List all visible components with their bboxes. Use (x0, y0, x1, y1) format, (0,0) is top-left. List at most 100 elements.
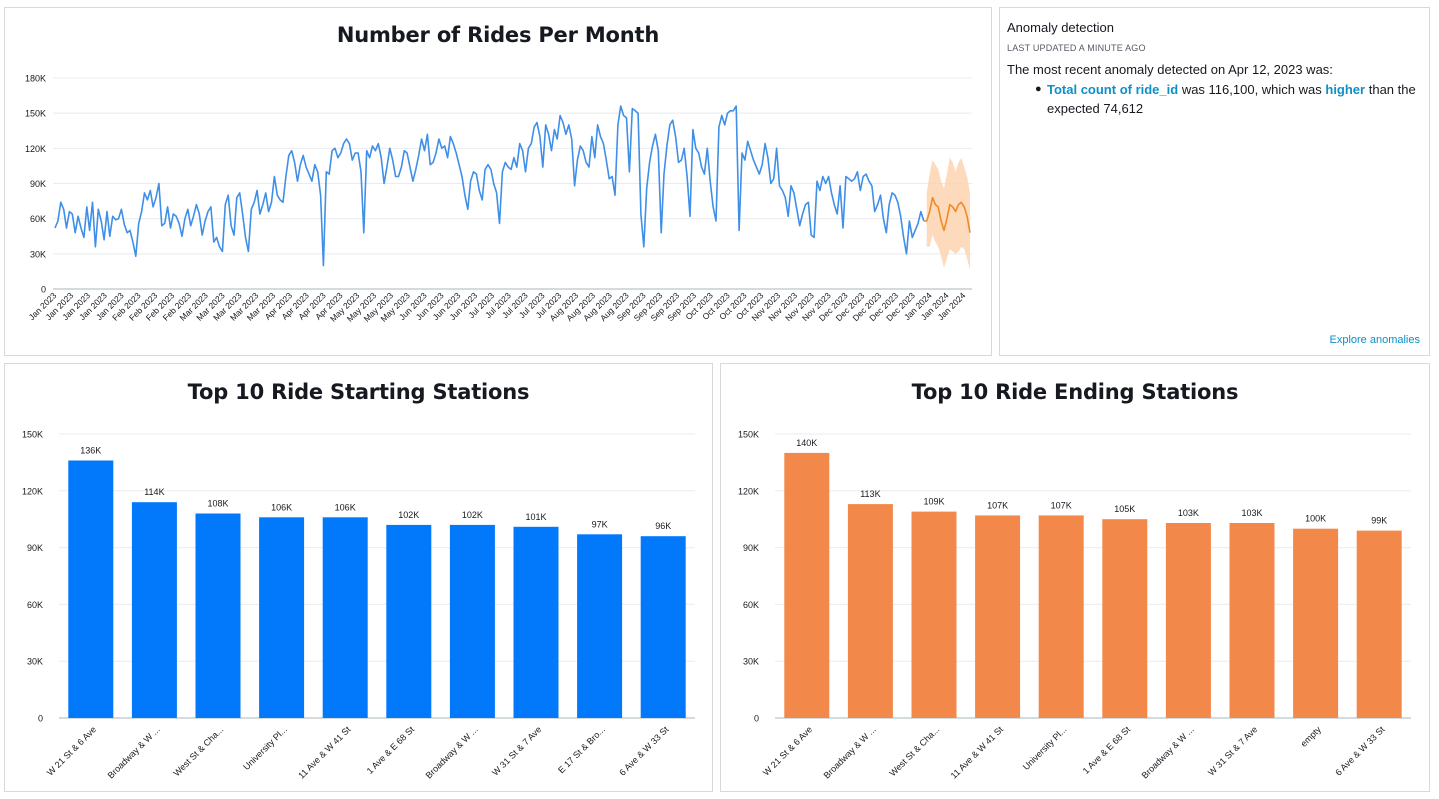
x-category-label: W 21 St & 6 Ave (761, 724, 814, 777)
anomaly-metric-link[interactable]: Total count of ride_id (1047, 82, 1179, 97)
bar[interactable] (847, 504, 893, 718)
x-category-label: University Pl... (241, 724, 289, 772)
x-category-label: Broadway & W ... (822, 724, 878, 780)
anomaly-detection-panel: Anomaly detection LAST UPDATED A MINUTE … (999, 7, 1430, 356)
y-tick-label: 120K (25, 144, 46, 154)
bar[interactable] (640, 536, 686, 718)
y-tick-label: 0 (41, 285, 46, 295)
x-category-label: Broadway & W ... (424, 724, 480, 780)
bar[interactable] (195, 513, 241, 719)
y-tick-label: 30K (27, 657, 43, 667)
bar-chart-starting[interactable]: 150K 120K 90K 60K 30K 0 136K W 21 St & 6 Ave 114… (5, 364, 713, 792)
y-tick-label: 90K (30, 179, 46, 189)
x-category-label: University Pl... (1021, 724, 1069, 772)
y-tick-label: 120K (738, 486, 759, 496)
x-category-label: W 31 St & 7 Ave (1206, 724, 1259, 777)
chart-title: Top 10 Ride Ending Stations (911, 380, 1239, 404)
x-category-label: Broadway & W ... (106, 724, 162, 780)
x-category-label: W 21 St & 6 Ave (45, 724, 98, 777)
bar[interactable] (1229, 523, 1275, 718)
explore-anomalies-link[interactable]: Explore anomalies (1329, 334, 1421, 346)
anomaly-updated: LAST UPDATED A MINUTE AGO (1007, 43, 1146, 53)
x-category-label: E 17 St & Bro... (556, 724, 607, 775)
bar[interactable] (1165, 523, 1211, 718)
y-tick-label: 150K (738, 430, 759, 440)
y-tick-label: 180K (25, 74, 46, 84)
anomaly-title: Anomaly detection (1007, 20, 1114, 35)
bar[interactable] (386, 524, 432, 718)
bar[interactable] (975, 515, 1021, 718)
bullet-icon: ● (1035, 83, 1042, 95)
y-tick-label: 60K (27, 600, 43, 610)
x-category-label: Broadway & W ... (1140, 724, 1196, 780)
bar[interactable] (1038, 515, 1084, 718)
bar-value-label: 97K (592, 519, 608, 529)
anomaly-description: The most recent anomaly detected on Apr … (1007, 60, 1423, 118)
x-category-label: West St & Cha... (171, 724, 225, 778)
y-tick-label: 30K (30, 249, 46, 259)
bar-chart-ending[interactable]: 150K 120K 90K 60K 30K 0 140K W 21 St & 6 Ave 113… (721, 364, 1430, 792)
bar-value-label: 113K (860, 489, 880, 499)
bar[interactable] (784, 452, 830, 718)
bar-value-label: 107K (987, 500, 1008, 510)
bar-value-label: 136K (80, 446, 101, 456)
y-tick-label: 150K (25, 109, 46, 119)
bar[interactable] (131, 502, 177, 718)
bar-value-label: 102K (398, 510, 419, 520)
bar-value-label: 114K (144, 487, 164, 497)
bar-value-label: 106K (271, 502, 292, 512)
bar-value-label: 108K (207, 499, 228, 509)
rides-per-month-panel: Number of Rides Per Month 180K 150K 120K 90… (4, 7, 992, 356)
x-category-label: empty (1299, 724, 1324, 749)
y-tick-label: 60K (743, 600, 759, 610)
y-tick-label: 150K (22, 430, 43, 440)
bar[interactable] (1102, 519, 1148, 718)
x-category-label: 1 Ave & E 68 St (1081, 724, 1133, 776)
y-tick-label: 0 (754, 714, 759, 724)
forecast-series-line[interactable] (923, 196, 971, 233)
bar[interactable] (1356, 530, 1402, 718)
anomaly-mid-text: was 116,100, which was (1178, 82, 1326, 97)
y-tick-label: 0 (38, 714, 43, 724)
bar-value-label: 100K (1305, 514, 1326, 524)
bar-value-label: 105K (1114, 504, 1135, 514)
anomaly-bullet: ● Total count of ride_id was 116,100, wh… (1035, 80, 1423, 118)
bar-value-label: 140K (796, 438, 817, 448)
bar-value-label: 107K (1051, 500, 1072, 510)
bar-value-label: 101K (525, 512, 546, 522)
y-tick-label: 120K (22, 486, 43, 496)
actual-series-line[interactable] (54, 105, 925, 267)
bar[interactable] (577, 534, 623, 718)
x-category-label: West St & Cha... (887, 724, 941, 778)
x-category-label: W 31 St & 7 Ave (490, 724, 543, 777)
bar-value-label: 99K (1371, 516, 1387, 526)
chart-title: Top 10 Ride Starting Stations (187, 380, 530, 404)
chart-title: Number of Rides Per Month (336, 23, 660, 47)
bar-value-label: 109K (923, 497, 944, 507)
bar-value-label: 102K (462, 510, 483, 520)
bar-value-label: 96K (655, 521, 671, 531)
y-tick-label: 90K (743, 543, 759, 553)
bar[interactable] (1293, 528, 1339, 718)
bar[interactable] (513, 526, 559, 718)
bar-value-label: 103K (1178, 508, 1199, 518)
bar[interactable] (911, 511, 957, 718)
y-tick-label: 60K (30, 214, 46, 224)
bar[interactable] (68, 460, 114, 719)
x-category-label: 11 Ave & W 41 St (296, 724, 353, 781)
x-category-label: 1 Ave & E 68 St (365, 724, 417, 776)
bar[interactable] (322, 517, 368, 718)
y-tick-label: 90K (27, 543, 43, 553)
bar[interactable] (449, 524, 495, 718)
anomaly-intro: The most recent anomaly detected on Apr … (1007, 62, 1333, 77)
bar-value-label: 106K (335, 502, 356, 512)
anomaly-tail-text: than the expected 74,612 (1047, 82, 1416, 116)
top-ending-stations-panel: Top 10 Ride Ending Stations 150K 120K 90K 6… (720, 363, 1430, 792)
bar[interactable] (259, 517, 305, 718)
top-starting-stations-panel: Top 10 Ride Starting Stations 150K 120K 90… (4, 363, 713, 792)
anomaly-direction: higher (1325, 82, 1366, 97)
x-category-label: 11 Ave & W 41 St (949, 724, 1006, 781)
x-category-label: 6 Ave & W 33 St (1333, 724, 1387, 778)
bar-value-label: 103K (1241, 508, 1262, 518)
